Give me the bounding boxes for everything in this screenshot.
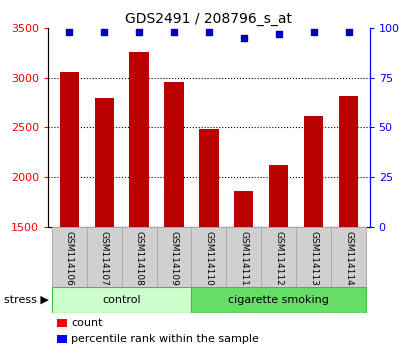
Text: stress ▶: stress ▶ bbox=[4, 295, 49, 305]
Text: GSM114109: GSM114109 bbox=[170, 232, 178, 286]
Bar bbox=[122, 227, 157, 287]
Bar bbox=[52, 227, 87, 287]
Text: count: count bbox=[71, 318, 103, 328]
Text: control: control bbox=[102, 295, 141, 305]
Point bbox=[276, 32, 282, 37]
Bar bbox=[164, 82, 184, 227]
Bar bbox=[296, 227, 331, 287]
Point bbox=[66, 29, 73, 35]
Point bbox=[241, 35, 247, 41]
Point bbox=[345, 29, 352, 35]
Point bbox=[206, 29, 213, 35]
Bar bbox=[234, 191, 254, 227]
Bar bbox=[129, 52, 149, 227]
Text: GSM114110: GSM114110 bbox=[205, 232, 213, 286]
Point bbox=[101, 29, 108, 35]
Bar bbox=[60, 72, 79, 227]
Point bbox=[171, 29, 177, 35]
Bar bbox=[94, 98, 114, 227]
Bar bbox=[339, 96, 358, 227]
Text: GSM114113: GSM114113 bbox=[309, 232, 318, 286]
Bar bbox=[192, 287, 366, 313]
Text: GSM114112: GSM114112 bbox=[274, 232, 284, 286]
Bar bbox=[52, 287, 192, 313]
Bar bbox=[269, 165, 289, 227]
Bar bbox=[87, 227, 122, 287]
Text: GSM114107: GSM114107 bbox=[100, 232, 109, 286]
Bar bbox=[200, 130, 218, 227]
Text: cigarette smoking: cigarette smoking bbox=[228, 295, 329, 305]
Bar bbox=[192, 227, 226, 287]
Bar bbox=[304, 115, 323, 227]
Bar bbox=[157, 227, 192, 287]
Bar bbox=[226, 227, 261, 287]
Point bbox=[136, 29, 142, 35]
Title: GDS2491 / 208796_s_at: GDS2491 / 208796_s_at bbox=[126, 12, 292, 26]
Text: GSM114114: GSM114114 bbox=[344, 232, 353, 286]
Text: percentile rank within the sample: percentile rank within the sample bbox=[71, 334, 259, 344]
Text: GSM114108: GSM114108 bbox=[134, 232, 144, 286]
Text: GSM114106: GSM114106 bbox=[65, 232, 74, 286]
Point bbox=[310, 29, 317, 35]
Text: GSM114111: GSM114111 bbox=[239, 232, 248, 286]
Bar bbox=[331, 227, 366, 287]
Bar bbox=[261, 227, 296, 287]
